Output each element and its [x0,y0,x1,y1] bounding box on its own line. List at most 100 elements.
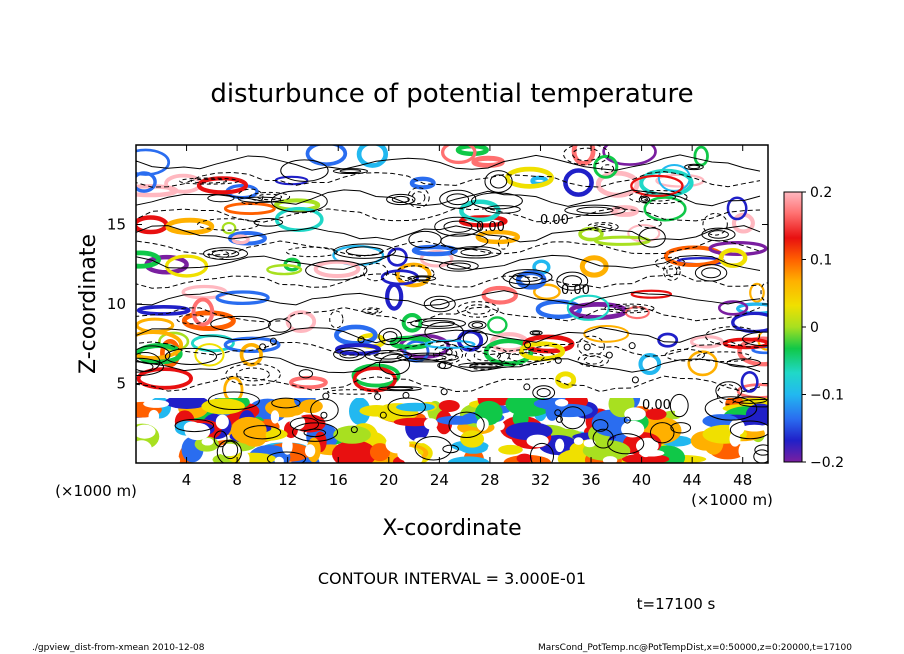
x-tick-label: 12 [278,471,297,489]
contour [374,393,382,401]
contour [497,235,509,250]
contour [628,342,636,350]
contour [729,420,768,440]
contour [429,298,450,310]
contour [269,337,277,345]
contour [207,391,260,411]
contour [485,205,521,214]
contour [716,384,739,405]
contour [708,230,729,239]
contour [473,350,501,362]
field-patch [602,145,657,166]
contour-label: 0.00 [561,283,590,298]
field-patch [223,376,244,400]
contour [136,340,761,357]
contour-interval: CONTOUR INTERVAL = 3.000E-01 [318,569,586,588]
field-blob [423,418,438,430]
contour [333,243,396,259]
field-blob [333,425,371,444]
contour [421,319,456,327]
contour [298,369,314,379]
contour [443,220,473,233]
contour [365,308,379,314]
contour [136,207,761,223]
contour [669,393,689,418]
contour [305,260,368,281]
field-patch [718,247,748,268]
field-blob [239,451,250,463]
contour [411,191,426,205]
contour [179,177,239,185]
contour [583,343,591,351]
field-patch [395,262,432,288]
contour [649,422,675,444]
field-patch [385,282,404,311]
contour [592,223,613,230]
field-blob [602,456,618,463]
colorbar-tick-label: 0.1 [810,253,832,269]
field-patch [638,353,662,376]
contour [362,307,383,315]
contour [623,416,631,424]
contour [271,397,301,409]
field-patch [475,229,521,245]
contour [604,303,655,314]
field-patch [136,171,157,193]
contour [164,347,218,365]
field-patch [136,367,193,390]
field-patch [409,176,436,190]
field-blob [369,443,391,462]
y-axis-label: Z-coordinate [76,234,101,374]
field-blob [447,456,490,463]
field-blob [136,424,156,439]
field-blob [494,421,505,431]
field-blob [385,435,410,454]
field-patch [266,263,303,276]
field-blob [201,438,214,446]
contour [577,335,605,357]
field-patch [505,166,554,189]
contour [391,195,410,204]
field-blob [359,405,394,417]
field-blob [148,409,160,423]
contour [715,381,743,400]
contour [362,262,388,282]
contour [469,363,504,368]
contour [433,344,464,364]
contour [322,392,330,400]
contour [332,168,369,175]
contour [303,428,327,438]
contour [136,357,164,377]
field-patch [481,285,519,305]
field-blob [289,415,306,430]
contour [484,170,513,193]
colorbar: 0.2 0.1 0 −0.1 −0.2 [783,185,844,471]
field-blob [274,456,284,463]
contour [210,315,271,333]
contour [378,353,411,376]
contour [705,326,761,347]
field-blob [745,403,768,426]
contour [440,233,489,249]
contour [638,227,666,248]
field-patch [136,330,184,361]
field-blob [516,453,533,463]
contour [564,204,626,217]
time-label: t=17100 s [637,595,716,613]
field-patch [533,283,561,301]
field-patch [136,250,162,269]
field-patch [411,244,458,257]
contour-labels: 0.00 0.00 0.00 0.00 [476,213,671,413]
field-blob [304,444,316,458]
contour [413,276,431,281]
contour [266,451,307,463]
field-patch [583,324,630,343]
field-patch [689,335,724,349]
contour [280,159,329,182]
field-blob [639,444,653,458]
x-tick-label: 36 [581,471,600,489]
contour [211,249,240,258]
contour [456,301,499,318]
contour [207,194,235,203]
